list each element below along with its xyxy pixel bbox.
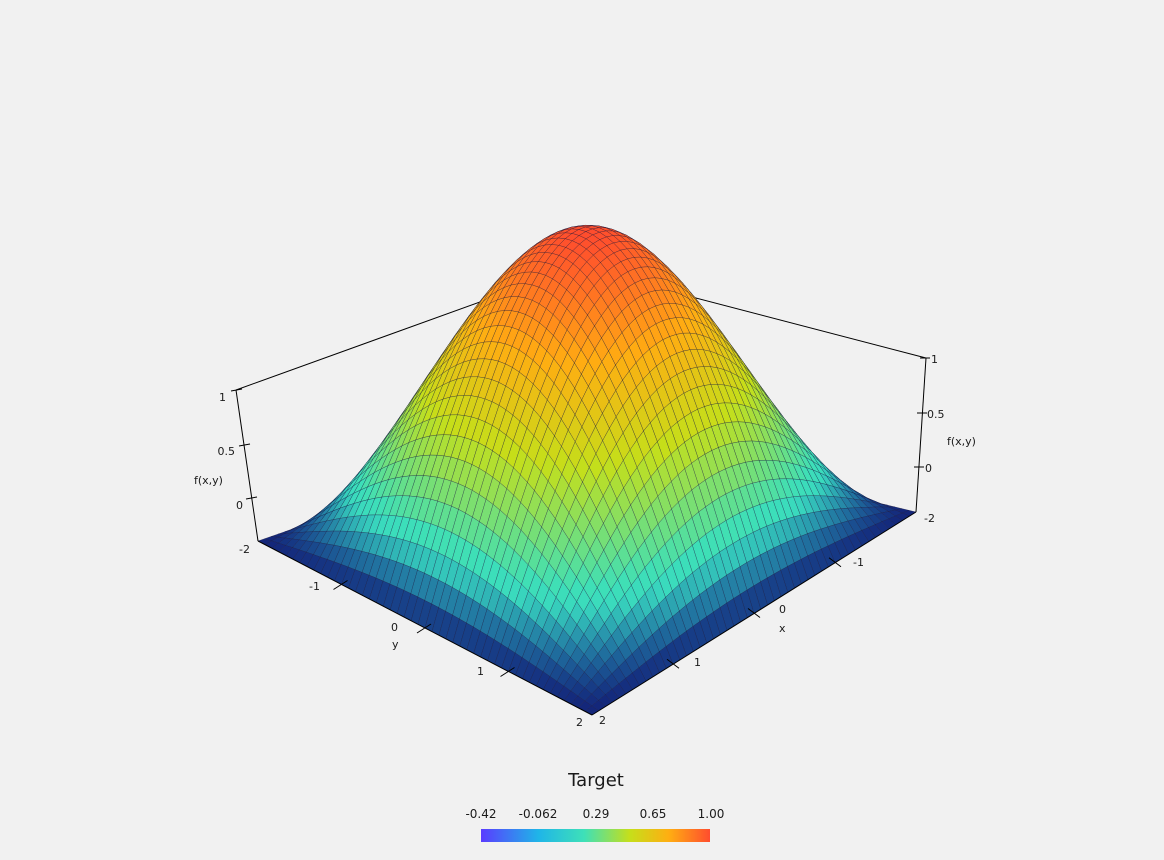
colorbar: Target -0.42 -0.062 0.29 0.65 1.00 bbox=[465, 770, 724, 842]
x-tick-minus1: -1 bbox=[853, 556, 864, 569]
y-axis-tick bbox=[416, 623, 432, 634]
z-right-tick-labels: 1 0.5 0 bbox=[925, 353, 945, 475]
colorbar-title: Target bbox=[567, 770, 624, 791]
x-axis-label: x bbox=[779, 622, 786, 635]
axis-ticks bbox=[230, 357, 930, 677]
z-right-axis-label: f(x,y) bbox=[947, 435, 976, 448]
z-left-tick-0.5: 0.5 bbox=[218, 445, 236, 458]
z-left-axis-label: f(x,y) bbox=[194, 474, 223, 487]
colorbar-tick-0: -0.42 bbox=[465, 807, 496, 821]
z-left-axis-tick bbox=[245, 496, 258, 500]
box-edge-left-vertical bbox=[235, 389, 259, 542]
x-tick-minus2: -2 bbox=[924, 512, 935, 525]
z-right-tick-0.5: 0.5 bbox=[927, 408, 945, 421]
colorbar-tick-1: -0.062 bbox=[519, 807, 558, 821]
x-tick-0: 0 bbox=[779, 603, 786, 616]
y-tick-0: 0 bbox=[391, 621, 398, 634]
z-left-tick-1: 1 bbox=[219, 391, 226, 404]
surface-mesh bbox=[257, 224, 917, 716]
y-tick-minus2: -2 bbox=[239, 543, 250, 556]
y-tick-minus1: -1 bbox=[309, 580, 320, 593]
colorbar-tick-2: 0.29 bbox=[583, 807, 610, 821]
x-axis-tick bbox=[828, 557, 842, 568]
z-left-axis-tick bbox=[238, 443, 251, 447]
colorbar-tick-3: 0.65 bbox=[640, 807, 667, 821]
y-axis-tick bbox=[500, 667, 515, 677]
z-left-axis-tick bbox=[230, 388, 243, 392]
z-left-tick-0: 0 bbox=[236, 499, 243, 512]
colorbar-tick-4: 1.00 bbox=[698, 807, 725, 821]
z-left-tick-labels: 1 0.5 0 bbox=[218, 391, 244, 512]
y-tick-2: 2 bbox=[576, 716, 583, 729]
x-tick-2: 2 bbox=[599, 714, 606, 727]
z-right-tick-1: 1 bbox=[931, 353, 938, 366]
z-right-tick-0: 0 bbox=[925, 462, 932, 475]
y-axis-tick bbox=[333, 580, 348, 590]
y-axis-label: y bbox=[392, 638, 399, 651]
x-tick-labels: 2 1 0 -1 -2 bbox=[599, 512, 935, 727]
x-axis-tick bbox=[666, 658, 680, 669]
box-edge-right-vertical bbox=[915, 357, 927, 513]
y-tick-1: 1 bbox=[477, 665, 484, 678]
x-axis-tick bbox=[747, 608, 761, 618]
x-tick-1: 1 bbox=[694, 656, 701, 669]
colorbar-gradient bbox=[481, 829, 710, 842]
y-tick-labels: -2 -1 0 1 2 bbox=[239, 543, 583, 729]
